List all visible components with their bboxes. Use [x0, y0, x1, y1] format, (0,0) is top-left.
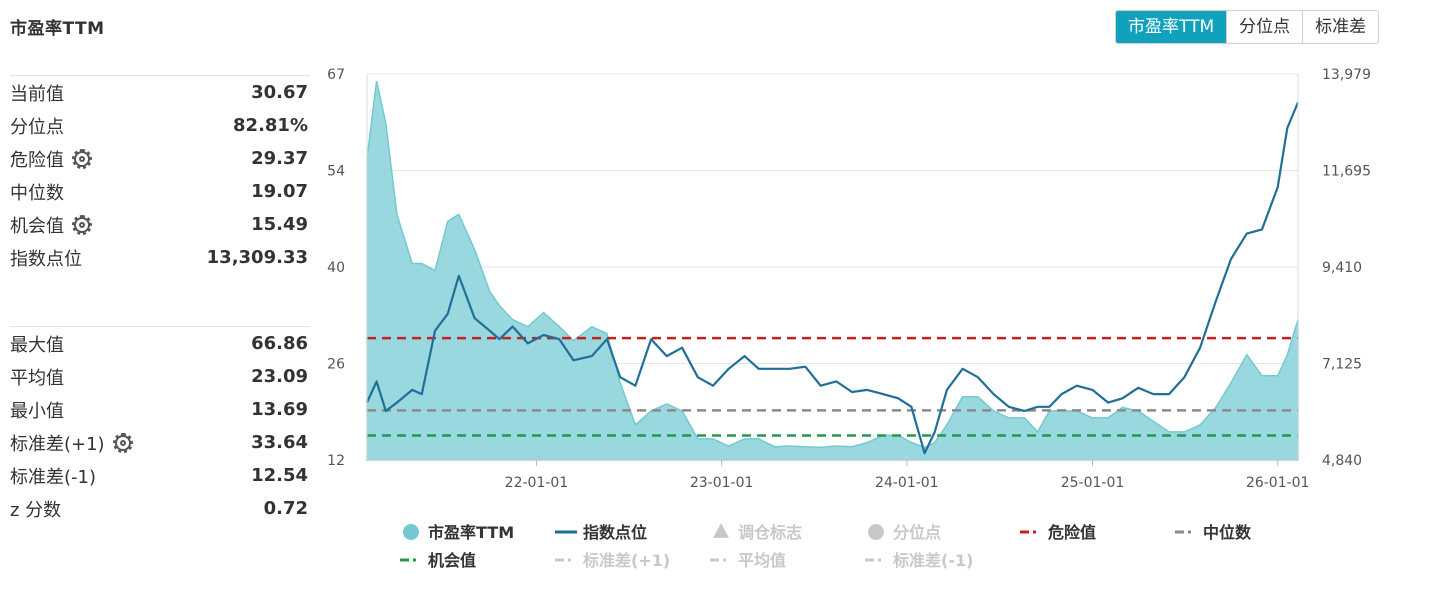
- legend-item[interactable]: 调仓标志: [713, 523, 802, 542]
- stat-row-mean: 平均值 23.09: [10, 360, 310, 393]
- stat-row-min: 最小值 13.69: [10, 393, 310, 426]
- stat-value: 30.67: [251, 82, 308, 103]
- stat-row-std-minus: 标准差(-1) 12.54: [10, 459, 310, 492]
- x-tick-label: 25-01-01: [1061, 475, 1125, 491]
- stat-label: 当前值: [10, 83, 64, 105]
- stat-label: 标准差(-1): [10, 466, 96, 488]
- stat-label: 标准差(+1): [10, 433, 105, 455]
- stat-value: 66.86: [251, 333, 308, 354]
- stat-label: 危险值: [10, 149, 64, 171]
- legend-item[interactable]: 市盈率TTM: [403, 523, 514, 542]
- legend-circle-icon: [403, 524, 419, 540]
- stat-value: 15.49: [251, 214, 308, 235]
- stat-value: 29.37: [251, 148, 308, 169]
- x-tick-label: 23-01-01: [690, 475, 754, 491]
- legend-label: 指数点位: [583, 523, 647, 542]
- legend-label: 平均值: [738, 551, 786, 570]
- stat-row-std-plus: 标准差(+1) 33.64: [10, 426, 310, 459]
- gear-icon[interactable]: [112, 432, 133, 453]
- stat-row-z-score: z 分数 0.72: [10, 492, 310, 525]
- stat-row-chance: 机会值 15.49: [10, 208, 310, 241]
- x-tick-label: 26-01-01: [1246, 475, 1310, 491]
- legend-item[interactable]: 标准差(+1): [555, 551, 670, 570]
- stat-row-index-level: 指数点位 13,309.33: [10, 241, 310, 274]
- stat-value: 12.54: [251, 465, 308, 486]
- y-left-tick-label: 40: [327, 260, 345, 276]
- stat-value: 23.09: [251, 366, 308, 387]
- pe-ttm-area: [366, 80, 1299, 461]
- y-left-tick-label: 26: [327, 357, 345, 373]
- stat-value: 82.81%: [233, 115, 308, 136]
- stat-label: 中位数: [10, 182, 64, 204]
- stats-panel-current: 当前值 30.67 分位点 82.81% 危险值 29.37 中位数 19.07 机会值…: [10, 75, 310, 274]
- stat-row-max: 最大值 66.86: [10, 327, 310, 360]
- stat-row-median: 中位数 19.07: [10, 175, 310, 208]
- legend-item[interactable]: 危险值: [1020, 523, 1096, 542]
- y-right-tick-label: 4,840: [1322, 453, 1362, 469]
- legend-label: 危险值: [1048, 523, 1096, 542]
- chart-axes: 12 4,840 26 7,125 40 9,410 54 11,695 67 13,979 22-…: [327, 67, 1371, 491]
- x-tick-label: 22-01-01: [505, 475, 569, 491]
- y-right-tick-label: 9,410: [1322, 260, 1362, 276]
- legend-item[interactable]: 中位数: [1175, 523, 1252, 542]
- y-left-tick-label: 12: [327, 453, 345, 469]
- stat-label: 分位点: [10, 116, 64, 138]
- legend-triangle-icon: [713, 523, 729, 538]
- y-left-tick-label: 67: [327, 67, 345, 83]
- legend-label: 标准差(+1): [582, 551, 670, 570]
- legend-item[interactable]: 平均值: [710, 551, 786, 570]
- metric-tabs: 市盈率TTM 分位点 标准差: [1115, 10, 1380, 44]
- legend-item[interactable]: 机会值: [400, 551, 476, 570]
- stat-label: 机会值: [10, 215, 64, 237]
- index-level-line: [365, 101, 1300, 455]
- stat-value: 13,309.33: [206, 247, 308, 268]
- stat-label: 最大值: [10, 334, 64, 356]
- legend-label: 市盈率TTM: [428, 523, 514, 542]
- y-right-tick-label: 11,695: [1322, 164, 1371, 180]
- y-right-tick-label: 13,979: [1322, 67, 1371, 83]
- stats-panel-summary: 最大值 66.86 平均值 23.09 最小值 13.69 标准差(+1) 33.64 …: [10, 326, 310, 525]
- tab-percentile[interactable]: 分位点: [1226, 11, 1303, 43]
- stat-value: 13.69: [251, 399, 308, 420]
- legend-item[interactable]: 分位点: [868, 523, 941, 542]
- y-right-tick-label: 7,125: [1322, 357, 1362, 373]
- legend-item[interactable]: 标准差(-1): [865, 551, 973, 570]
- stat-label: 最小值: [10, 400, 64, 422]
- legend-label: 机会值: [428, 551, 476, 570]
- chart-title: 市盈率TTM: [10, 19, 105, 39]
- legend-label: 标准差(-1): [892, 551, 973, 570]
- legend-circle-icon: [868, 524, 884, 540]
- stat-value: 19.07: [251, 181, 308, 202]
- stat-label: z 分数: [10, 499, 62, 521]
- gear-icon[interactable]: [72, 148, 92, 169]
- tab-std-dev[interactable]: 标准差: [1302, 11, 1379, 43]
- legend-item[interactable]: 指数点位: [555, 523, 647, 542]
- stat-row-current: 当前值 30.67: [10, 76, 310, 109]
- pe-area: [366, 80, 1299, 461]
- stat-label: 平均值: [10, 367, 64, 389]
- stat-label: 指数点位: [10, 248, 82, 270]
- stat-value: 0.72: [263, 498, 308, 519]
- index-line: [365, 101, 1300, 455]
- stat-value: 33.64: [251, 432, 308, 453]
- legend-label: 中位数: [1203, 523, 1252, 542]
- legend-label: 分位点: [893, 523, 941, 542]
- stat-row-danger: 危险值 29.37: [10, 142, 310, 175]
- stat-row-percentile: 分位点 82.81%: [10, 109, 310, 142]
- tab-pe-ttm[interactable]: 市盈率TTM: [1116, 11, 1227, 43]
- legend-label: 调仓标志: [738, 523, 802, 542]
- y-left-tick-label: 54: [327, 164, 345, 180]
- gear-icon[interactable]: [72, 214, 92, 235]
- x-tick-label: 24-01-01: [875, 475, 939, 491]
